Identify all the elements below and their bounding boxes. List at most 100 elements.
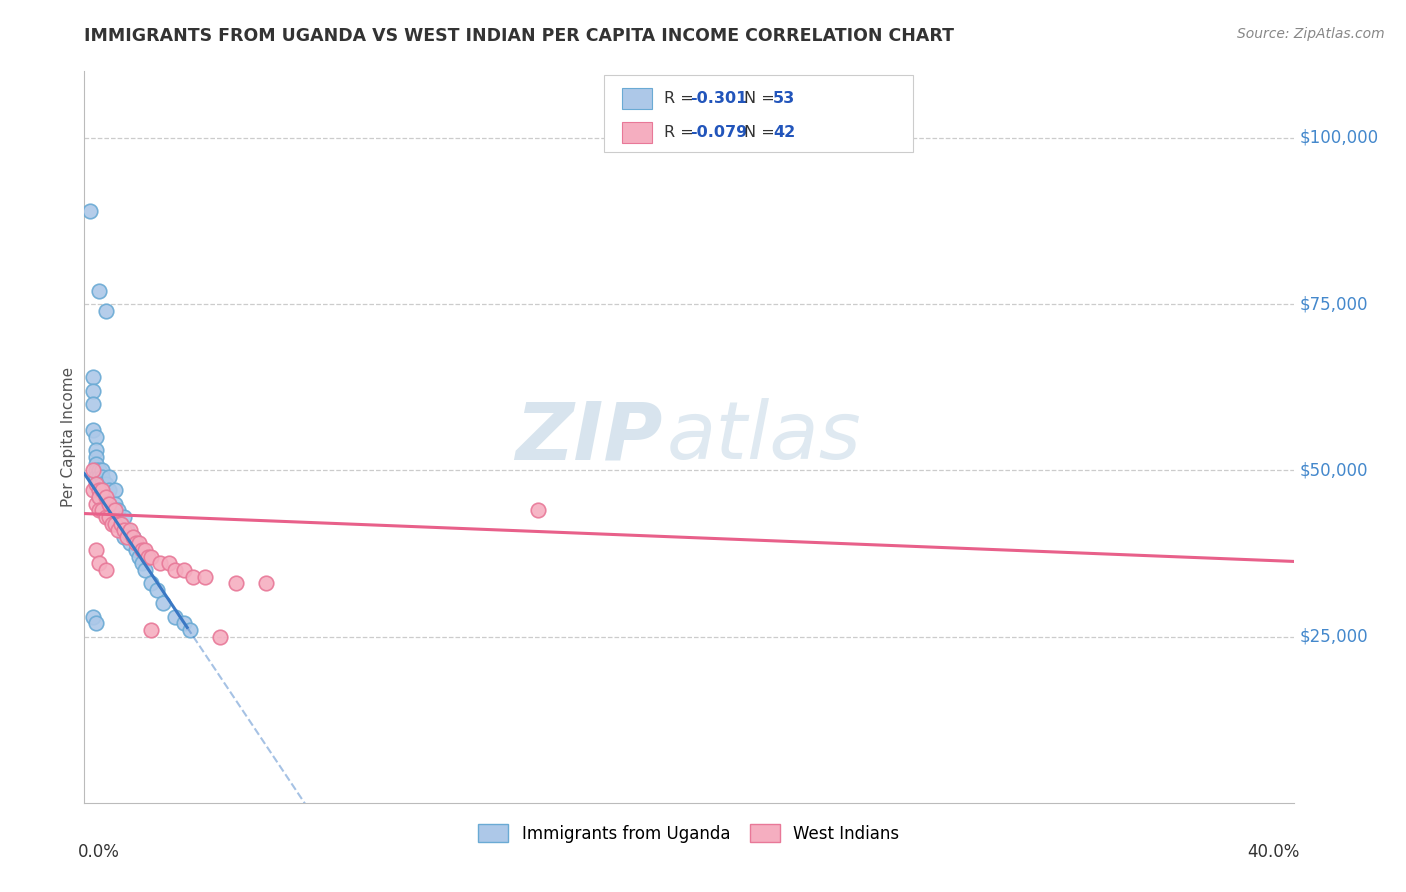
Text: N =: N = — [744, 91, 779, 105]
Point — [91, 503, 114, 517]
Point — [107, 523, 129, 537]
FancyBboxPatch shape — [623, 122, 652, 144]
FancyBboxPatch shape — [605, 75, 912, 152]
Text: $100,000: $100,000 — [1299, 128, 1379, 147]
Text: IMMIGRANTS FROM UGANDA VS WEST INDIAN PER CAPITA INCOME CORRELATION CHART: IMMIGRANTS FROM UGANDA VS WEST INDIAN PE… — [84, 27, 955, 45]
Point — [91, 483, 114, 498]
Point — [94, 509, 117, 524]
Point — [136, 549, 159, 564]
Text: R =: R = — [664, 91, 699, 105]
Point — [86, 430, 108, 444]
Point — [107, 503, 129, 517]
Point — [86, 543, 108, 558]
Point — [104, 483, 127, 498]
Text: Source: ZipAtlas.com: Source: ZipAtlas.com — [1237, 27, 1385, 41]
Legend: Immigrants from Uganda, West Indians: Immigrants from Uganda, West Indians — [471, 818, 907, 849]
Point — [97, 470, 120, 484]
Point — [225, 576, 247, 591]
Point — [86, 470, 108, 484]
Point — [86, 443, 108, 458]
Point — [94, 476, 117, 491]
Text: N =: N = — [744, 126, 779, 140]
Point — [118, 536, 141, 550]
Point — [94, 563, 117, 577]
Point — [104, 509, 127, 524]
Point — [165, 563, 187, 577]
Point — [94, 503, 117, 517]
Point — [91, 483, 114, 498]
Point — [82, 384, 104, 398]
Point — [115, 523, 138, 537]
Point — [131, 557, 153, 571]
Point — [86, 457, 108, 471]
Point — [157, 557, 180, 571]
Point — [86, 476, 108, 491]
Point — [209, 630, 232, 644]
Point — [97, 497, 120, 511]
Text: $25,000: $25,000 — [1299, 628, 1368, 646]
Point — [89, 483, 111, 498]
Point — [89, 463, 111, 477]
Text: -0.301: -0.301 — [690, 91, 748, 105]
Point — [97, 509, 120, 524]
Point — [82, 609, 104, 624]
Point — [104, 516, 127, 531]
Point — [94, 490, 117, 504]
Point — [86, 497, 108, 511]
Point — [121, 530, 143, 544]
Text: atlas: atlas — [668, 398, 862, 476]
Point — [86, 450, 108, 464]
Point — [146, 582, 169, 597]
Point — [112, 509, 135, 524]
Point — [79, 204, 101, 219]
Point — [125, 536, 148, 550]
Point — [89, 284, 111, 298]
Point — [91, 470, 114, 484]
Point — [91, 476, 114, 491]
FancyBboxPatch shape — [623, 87, 652, 109]
Point — [82, 483, 104, 498]
Point — [173, 563, 195, 577]
Point — [86, 616, 108, 631]
Point — [139, 549, 162, 564]
Text: 40.0%: 40.0% — [1247, 843, 1299, 861]
Point — [104, 497, 127, 511]
Point — [181, 570, 204, 584]
Point — [89, 470, 111, 484]
Point — [527, 503, 550, 517]
Point — [104, 503, 127, 517]
Text: 53: 53 — [773, 91, 796, 105]
Y-axis label: Per Capita Income: Per Capita Income — [60, 367, 76, 508]
Point — [82, 424, 104, 438]
Point — [97, 497, 120, 511]
Text: R =: R = — [664, 126, 699, 140]
Point — [89, 557, 111, 571]
Text: -0.079: -0.079 — [690, 126, 748, 140]
Point — [112, 523, 135, 537]
Text: 42: 42 — [773, 126, 796, 140]
Point — [110, 516, 132, 531]
Point — [82, 463, 104, 477]
Point — [134, 543, 156, 558]
Point — [110, 516, 132, 531]
Point — [100, 509, 122, 524]
Point — [91, 463, 114, 477]
Point — [97, 483, 120, 498]
Point — [139, 623, 162, 637]
Point — [89, 490, 111, 504]
Point — [89, 483, 111, 498]
Point — [89, 490, 111, 504]
Point — [194, 570, 217, 584]
Point — [82, 397, 104, 411]
Point — [89, 503, 111, 517]
Point — [89, 476, 111, 491]
Point — [118, 523, 141, 537]
Point — [86, 463, 108, 477]
Point — [165, 609, 187, 624]
Text: ZIP: ZIP — [515, 398, 662, 476]
Point — [173, 616, 195, 631]
Text: $50,000: $50,000 — [1299, 461, 1368, 479]
Point — [94, 303, 117, 318]
Point — [121, 530, 143, 544]
Point — [134, 563, 156, 577]
